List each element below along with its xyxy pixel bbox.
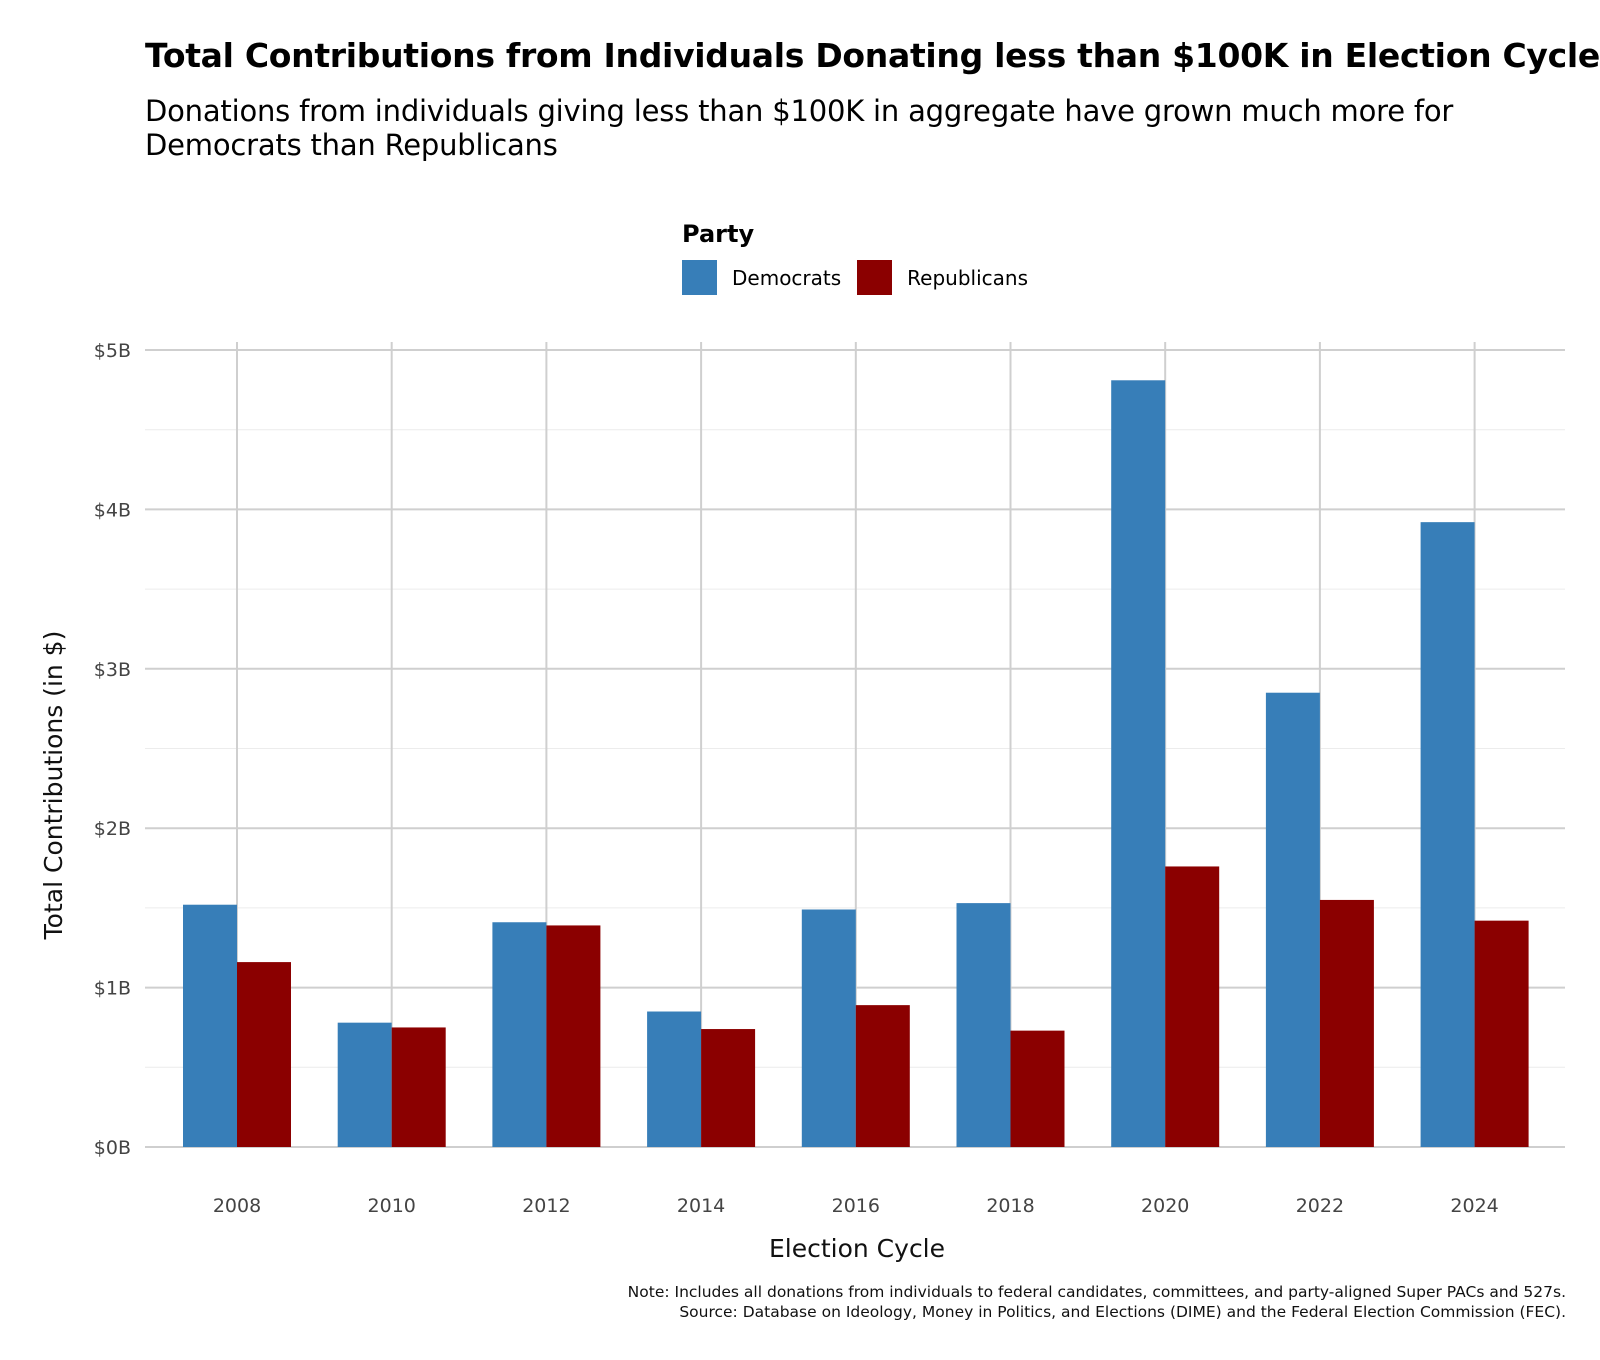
x-tick-label: 2008 (213, 1195, 261, 1217)
bar-democrats-2010 (337, 1022, 392, 1147)
x-tick-label: 2016 (832, 1195, 880, 1217)
legend-label-republicans: Republicans (907, 265, 1029, 290)
legend-item-democrats: Democrats (682, 260, 841, 295)
bar-republicans-2012 (546, 925, 601, 1147)
bar-democrats-2012 (492, 922, 547, 1147)
chart-note: Note: Includes all donations from indivi… (628, 1282, 1566, 1322)
bar-democrats-2022 (1265, 692, 1320, 1147)
legend-title: Party (682, 220, 755, 248)
legend: Party Democrats Republicans (682, 220, 1044, 295)
bar-republicans-2018 (1010, 1030, 1065, 1147)
bar-democrats-2018 (956, 903, 1011, 1147)
x-axis-title: Election Cycle (769, 1234, 945, 1263)
bar-republicans-2014 (701, 1029, 756, 1147)
legend-swatch-republicans (857, 260, 893, 295)
y-tick-label: $5B (94, 340, 131, 362)
chart-subtitle: Donations from individuals giving less t… (145, 94, 1454, 162)
note-line: Note: Includes all donations from indivi… (627, 1283, 1566, 1301)
legend-label-democrats: Democrats (732, 265, 842, 290)
x-tick-label: 2010 (368, 1195, 416, 1217)
x-tick-label: 2022 (1296, 1195, 1344, 1217)
y-axis-title: Total Contributions (in $) (39, 631, 68, 941)
bar-republicans-2008 (237, 962, 291, 1147)
source-line: Source: Database on Ideology, Money in P… (679, 1303, 1566, 1321)
bar-democrats-2024 (1420, 522, 1475, 1147)
bar-republicans-2022 (1319, 899, 1374, 1147)
x-tick-label: 2014 (677, 1195, 725, 1217)
bar-democrats-2014 (647, 1011, 702, 1147)
x-tick-label: 2012 (522, 1195, 570, 1217)
bar-republicans-2016 (855, 1005, 910, 1147)
y-tick-label: $4B (94, 499, 131, 521)
bar-democrats-2008 (183, 904, 237, 1147)
legend-swatch-democrats (682, 260, 717, 295)
x-tick-label: 2018 (986, 1195, 1034, 1217)
y-tick-label: $1B (94, 978, 131, 1000)
legend-item-republicans: Republicans (857, 260, 1028, 295)
x-tick-label: 2024 (1450, 1195, 1498, 1217)
bar-layer (183, 380, 1529, 1147)
chart-title: Total Contributions from Individuals Don… (145, 36, 1600, 75)
x-tick-label: 2020 (1141, 1195, 1189, 1217)
bar-democrats-2016 (801, 909, 856, 1147)
tick-layer: $0B $1B $2B $3B $4B $5B 2008 2010 2012 2014 2016 20… (94, 340, 1499, 1217)
legend-items: Democrats Republicans (682, 260, 1044, 295)
y-tick-label: $0B (94, 1137, 131, 1159)
bar-republicans-2010 (391, 1027, 446, 1147)
y-tick-label: $2B (94, 818, 131, 840)
bar-republicans-2024 (1474, 920, 1529, 1147)
bar-republicans-2020 (1165, 866, 1220, 1147)
y-tick-label: $3B (94, 659, 131, 681)
bar-democrats-2020 (1111, 380, 1166, 1147)
